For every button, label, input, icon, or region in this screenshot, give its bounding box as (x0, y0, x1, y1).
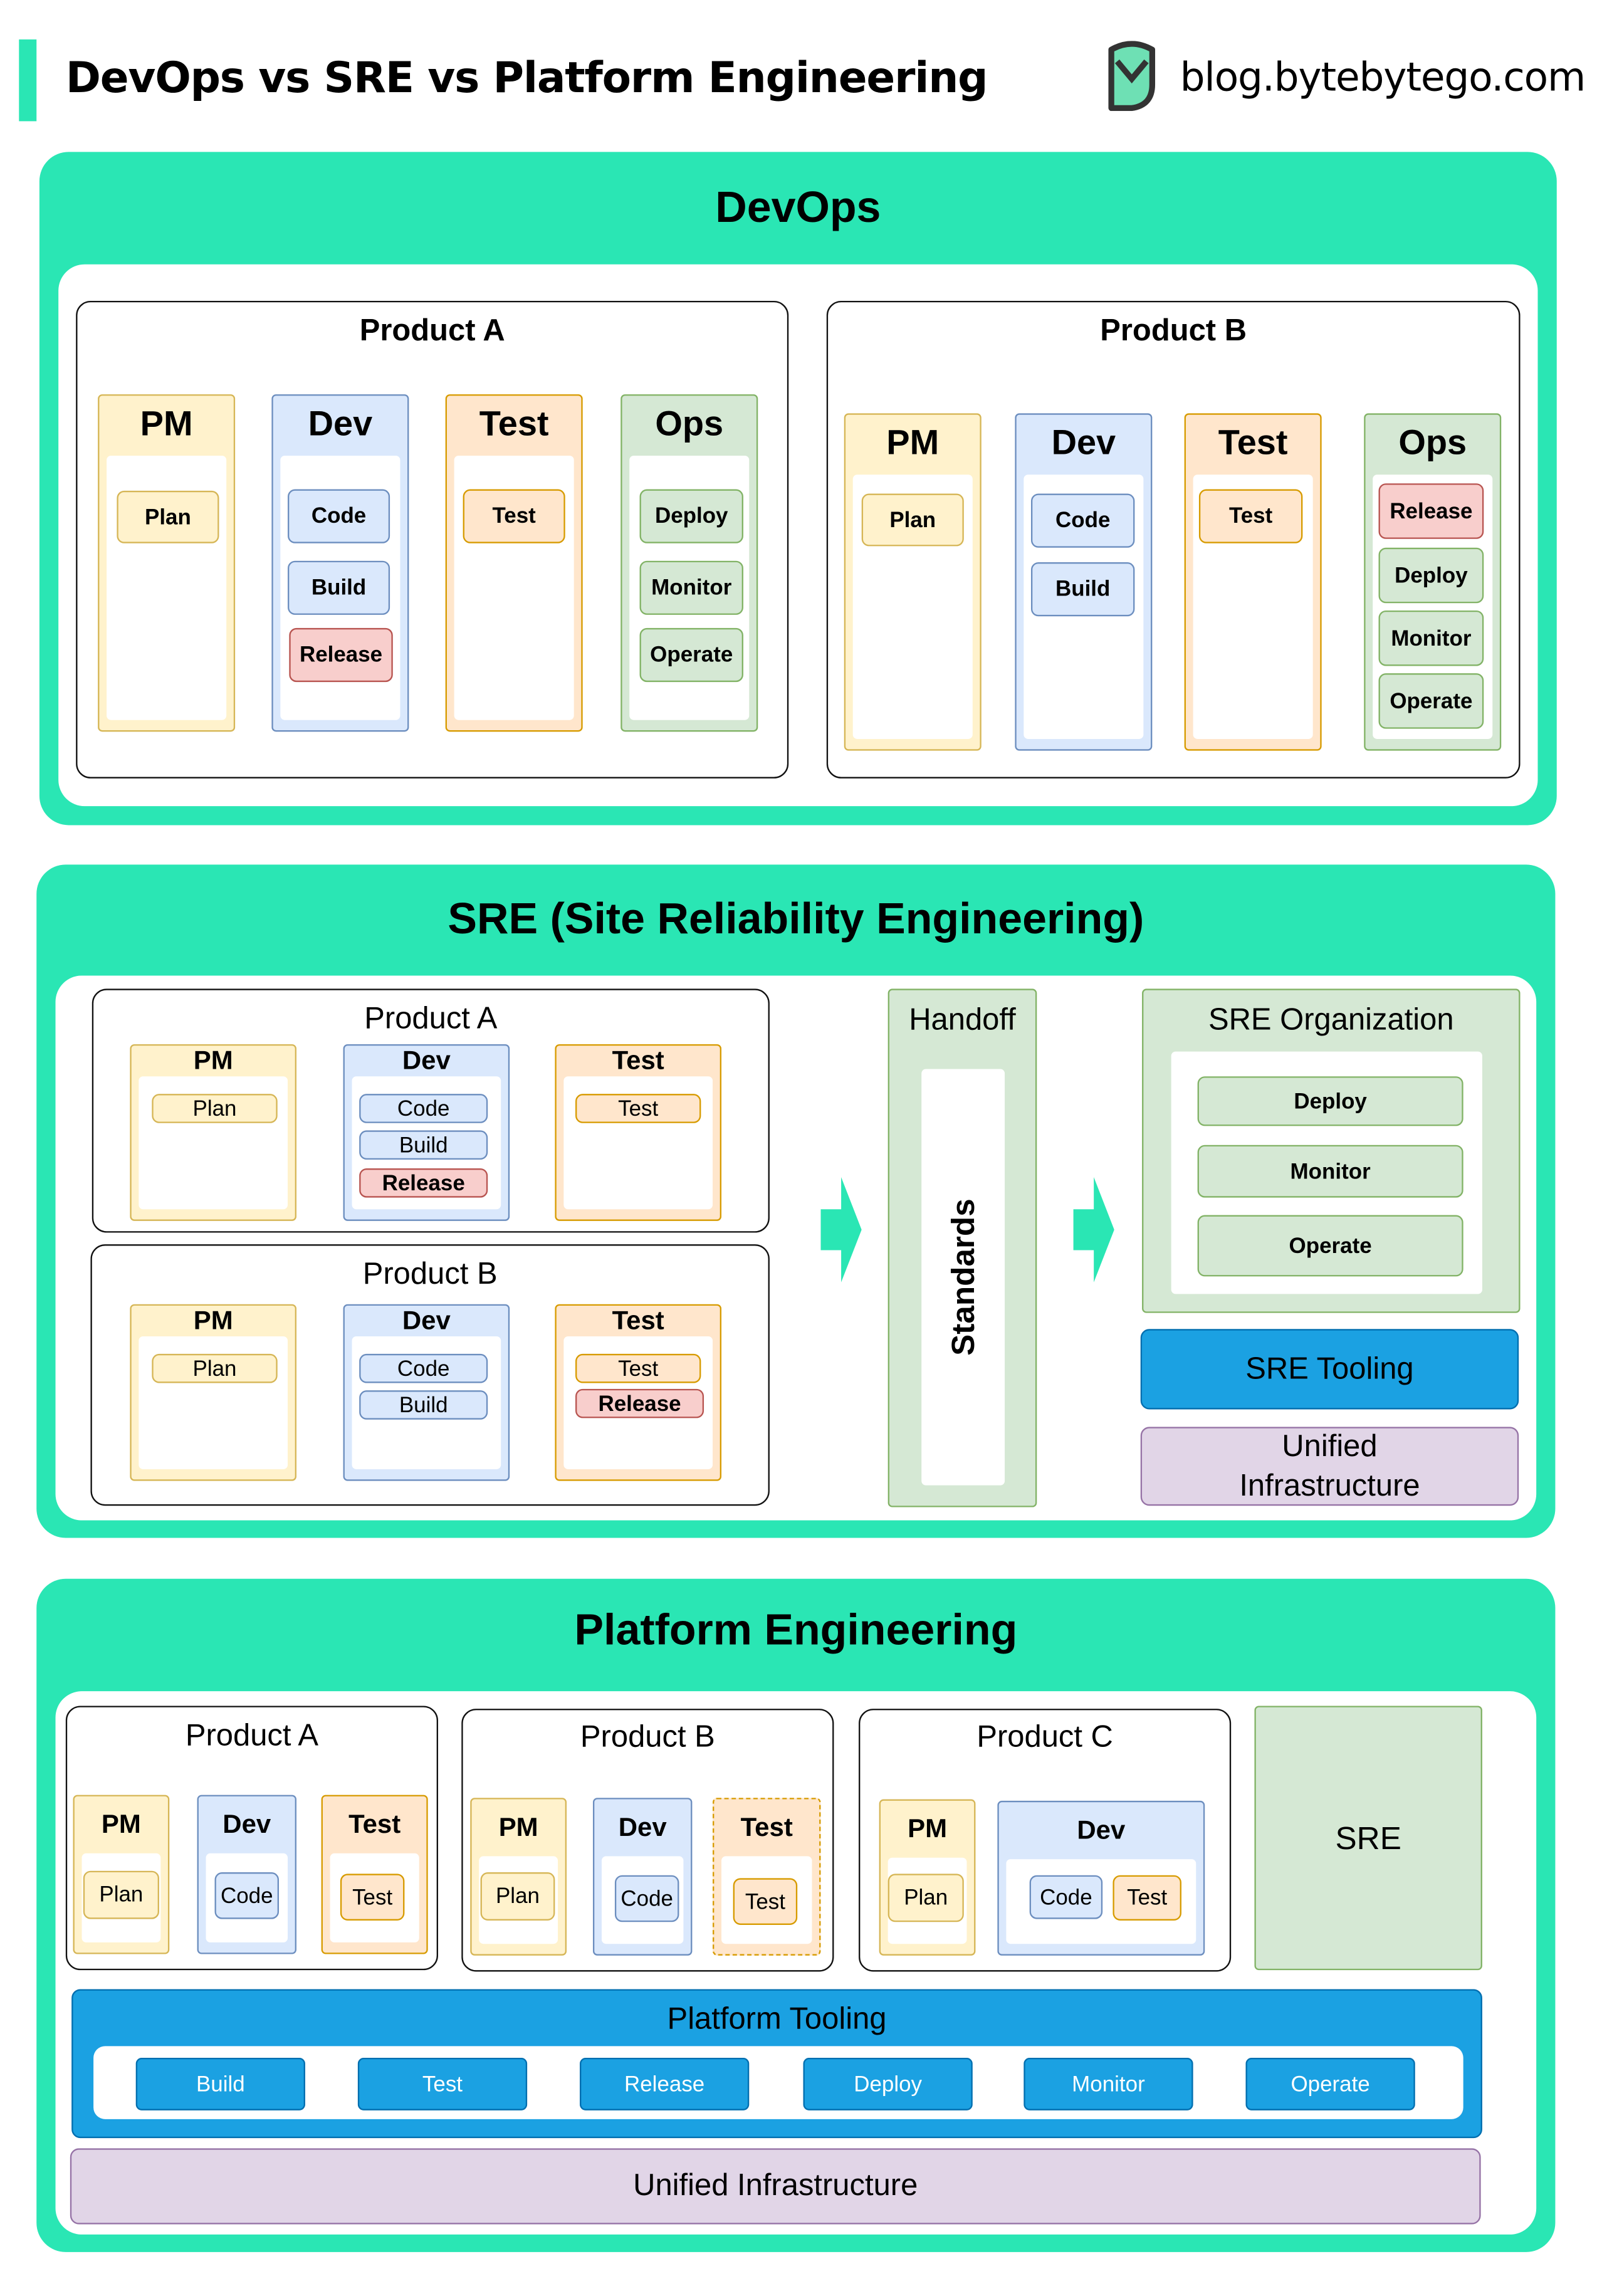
product-name: Product A (185, 1719, 319, 1753)
sre-title: SRE (Site Reliability Engineering) (448, 895, 1144, 944)
tooling-item: Operate (1245, 2057, 1415, 2110)
sre-org-item: Deploy (1197, 1076, 1463, 1126)
column-label: Ops (1398, 423, 1467, 463)
step-release: Release (289, 627, 393, 683)
step-deploy: Deploy (1378, 547, 1484, 604)
product-name: Product A (364, 1002, 498, 1035)
column-label: PM (101, 1808, 141, 1838)
page-title: DevOps vs SRE vs Platform Engineering (65, 52, 988, 103)
step-plan: Plan (887, 1874, 964, 1922)
column-label: PM (908, 1813, 948, 1843)
step-code: Code (1030, 493, 1135, 548)
column-label: Dev (618, 1811, 667, 1841)
step-test: Test (575, 1353, 701, 1383)
column-label: Dev (223, 1808, 271, 1838)
step-code: Code (359, 1353, 488, 1383)
column-label: PM (886, 423, 940, 463)
step-test: Test (340, 1874, 405, 1921)
step-monitor: Monitor (1378, 610, 1484, 666)
column-label: Test (1218, 423, 1288, 463)
product-name: Product A (359, 313, 505, 348)
column-label: Dev (1051, 423, 1116, 463)
tooling-item: Test (357, 2057, 528, 2110)
platform-tooling-body (93, 2046, 1463, 2119)
sre-team: SRE (1254, 1706, 1482, 1971)
step-release: Release (1378, 483, 1484, 539)
column-label: Dev (308, 404, 373, 444)
sre-org-item: Operate (1197, 1215, 1463, 1277)
column-label: Test (348, 1808, 401, 1838)
standards-label: Standards (944, 1198, 981, 1356)
arrow-right-icon (820, 1177, 862, 1282)
product-name: Product B (580, 1720, 715, 1754)
standards-box (921, 1069, 1005, 1486)
tooling-item: Build (135, 2057, 305, 2110)
step-code: Code (214, 1872, 280, 1919)
column-label: Dev (402, 1045, 451, 1074)
step-operate: Operate (639, 627, 743, 683)
column-label: Dev (402, 1304, 451, 1334)
step-plan: Plan (117, 490, 219, 543)
column-label: Ops (655, 404, 724, 444)
bytebytego-logo-icon (1106, 41, 1158, 112)
step-code: Code (1029, 1875, 1103, 1919)
step-plan: Plan (480, 1872, 555, 1921)
column-label: PM (193, 1304, 233, 1334)
tooling-item: Monitor (1024, 2057, 1193, 2110)
step-release: Release (359, 1168, 488, 1198)
column-label: PM (193, 1045, 233, 1074)
step-plan: Plan (152, 1094, 278, 1123)
column-label: Dev (1077, 1815, 1126, 1844)
site-url[interactable]: blog.bytebytego.com (1180, 55, 1586, 100)
step-code: Code (614, 1875, 679, 1922)
step-code: Code (359, 1094, 488, 1123)
step-operate: Operate (1378, 673, 1484, 729)
platform-title: Platform Engineering (574, 1607, 1018, 1655)
tooling-item: Release (580, 2057, 750, 2110)
sre-organization-title: SRE Organization (1208, 1003, 1454, 1037)
step-build: Build (359, 1390, 488, 1420)
step-test: Test (463, 489, 565, 543)
platform-tooling-title: Platform Tooling (667, 2002, 887, 2037)
sre-tooling: SRE Tooling (1140, 1329, 1519, 1410)
step-test: Test (575, 1094, 701, 1123)
column-label: Test (740, 1811, 793, 1841)
devops-title: DevOps (715, 184, 881, 233)
step-build: Build (1030, 562, 1135, 617)
handoff-title: Handoff (909, 1003, 1016, 1037)
product-name: Product B (362, 1257, 498, 1291)
arrow-right-icon (1073, 1177, 1114, 1282)
product-name: Product B (1100, 313, 1247, 348)
column-label: Test (612, 1304, 664, 1334)
step-deploy: Deploy (639, 489, 743, 543)
sre-unified-infrastructure: Unified Infrastructure (1140, 1427, 1519, 1506)
step-code: Code (288, 489, 390, 543)
column-label: PM (498, 1811, 538, 1841)
step-plan: Plan (83, 1870, 159, 1919)
step-plan: Plan (861, 493, 964, 547)
sre-org-item: Monitor (1197, 1145, 1463, 1198)
header-accent-bar (19, 39, 37, 122)
step-plan: Plan (152, 1353, 278, 1383)
step-test: Test (1112, 1875, 1181, 1921)
column-label: Test (612, 1045, 664, 1074)
step-test: Test (733, 1878, 798, 1925)
tooling-item: Deploy (803, 2057, 973, 2110)
column-label: Test (479, 404, 549, 444)
platform-unified-infrastructure: Unified Infrastructure (70, 2148, 1481, 2225)
step-monitor: Monitor (639, 560, 743, 615)
step-test: Test (1198, 489, 1303, 543)
column-label: PM (140, 404, 193, 444)
step-build: Build (288, 560, 390, 615)
product-name: Product C (976, 1720, 1113, 1754)
step-release: Release (575, 1388, 704, 1418)
step-build: Build (359, 1130, 488, 1160)
